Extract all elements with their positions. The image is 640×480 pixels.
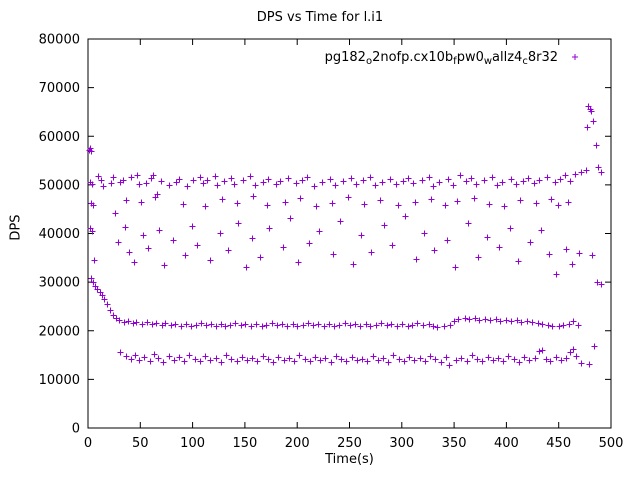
x-tick-label: 350 <box>442 436 467 451</box>
x-tick-label: 400 <box>494 436 519 451</box>
legend-label: pg182o2nofp.cx10bfpw0wallz4c8r32 <box>325 50 558 67</box>
x-tick-label: 500 <box>599 436 624 451</box>
x-axis-label: Time(s) <box>325 452 374 467</box>
y-tick-label: 70000 <box>39 81 80 96</box>
x-tick-label: 50 <box>132 436 149 451</box>
y-axis-label: DPS <box>8 214 24 241</box>
x-tick-label: 0 <box>84 436 92 451</box>
y-tick-label: 40000 <box>39 227 80 242</box>
y-tick-label: 30000 <box>39 276 80 291</box>
x-tick-label: 100 <box>180 436 205 451</box>
y-tick-label: 60000 <box>39 130 80 145</box>
y-tick-label: 0 <box>72 422 80 437</box>
y-tick-label: 20000 <box>39 324 80 339</box>
y-tick-label: 50000 <box>39 178 80 193</box>
y-tick-label: 80000 <box>39 33 80 48</box>
x-tick-label: 300 <box>389 436 414 451</box>
x-tick-label: 250 <box>337 436 362 451</box>
x-tick-label: 150 <box>232 436 257 451</box>
x-tick-label: 450 <box>546 436 571 451</box>
y-tick-label: 10000 <box>39 373 80 388</box>
scatter-points <box>86 103 605 369</box>
legend-marker-icon <box>572 54 578 60</box>
x-tick-label: 200 <box>285 436 310 451</box>
plot-border <box>87 38 612 429</box>
chart-title: DPS vs Time for l.i1 <box>256 10 384 25</box>
